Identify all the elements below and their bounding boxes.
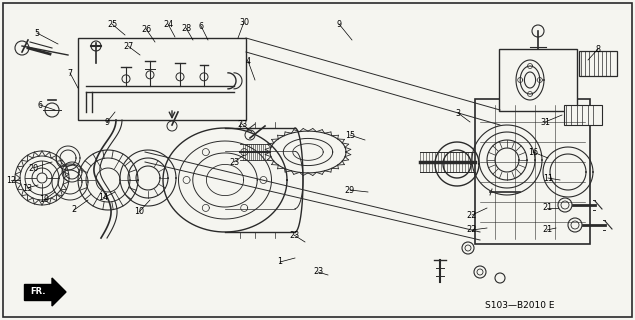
Text: 23: 23 (313, 268, 323, 276)
Text: 9: 9 (337, 20, 342, 28)
Text: 12: 12 (6, 175, 16, 185)
Text: 6: 6 (199, 21, 203, 30)
Text: 2: 2 (72, 205, 77, 214)
Text: 3: 3 (455, 108, 460, 117)
Text: 15: 15 (345, 131, 355, 140)
Text: 21: 21 (542, 226, 552, 235)
Text: 14: 14 (98, 194, 108, 203)
Text: 19: 19 (39, 196, 49, 204)
Bar (475, 99, 590, 244)
Bar (78, 38, 246, 120)
Text: 24: 24 (163, 20, 173, 28)
Text: 13: 13 (22, 183, 32, 193)
Text: S103—B2010 E: S103—B2010 E (485, 301, 555, 310)
Text: 6: 6 (37, 100, 43, 109)
Text: 21: 21 (542, 204, 552, 212)
Text: 23: 23 (237, 119, 247, 129)
Text: 26: 26 (141, 25, 151, 34)
Text: 20: 20 (28, 164, 38, 172)
Text: 8: 8 (596, 44, 601, 53)
Text: 1: 1 (277, 258, 283, 267)
Text: 25: 25 (107, 20, 117, 28)
Text: 16: 16 (528, 148, 538, 156)
Bar (24, 284, 52, 300)
Text: 10: 10 (134, 207, 144, 217)
Text: 23: 23 (289, 230, 299, 239)
Text: 5: 5 (34, 28, 39, 37)
Text: 31: 31 (540, 117, 550, 126)
Bar (564, 105, 602, 125)
Bar (579, 51, 617, 76)
Text: 22: 22 (467, 211, 477, 220)
Polygon shape (52, 278, 66, 306)
Text: 11: 11 (543, 173, 553, 182)
Text: 4: 4 (246, 57, 250, 66)
Text: 7: 7 (67, 68, 72, 77)
Text: 27: 27 (123, 42, 133, 51)
Text: 9: 9 (104, 117, 110, 126)
Text: 23: 23 (229, 157, 239, 166)
Text: FR.: FR. (30, 287, 46, 297)
Text: 22: 22 (467, 226, 477, 235)
Text: 29: 29 (345, 186, 355, 195)
Text: 28: 28 (181, 23, 191, 33)
Text: 30: 30 (239, 18, 249, 27)
Bar (499, 49, 577, 111)
